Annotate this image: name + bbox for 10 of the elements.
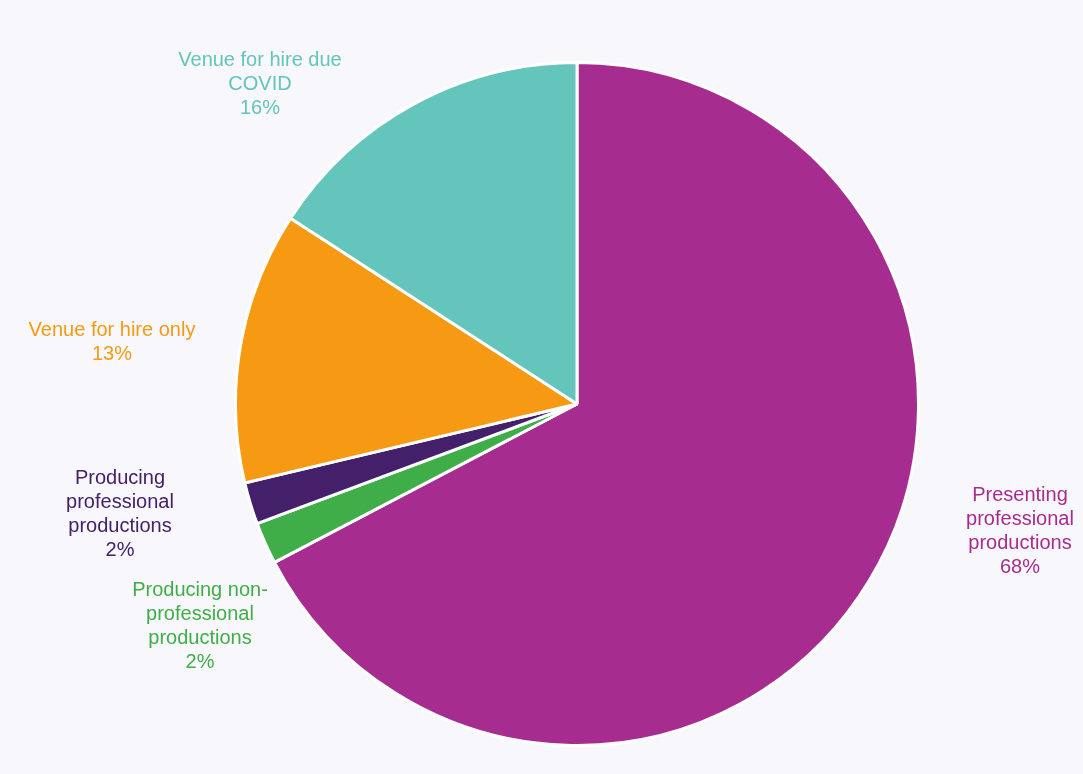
slice-label: Presenting professional productions <box>966 482 1074 553</box>
slice-label: Producing non-professional productions <box>132 577 268 648</box>
data-label: 2% <box>105 537 135 560</box>
data-label: 68% <box>999 554 1041 577</box>
data-label: 2% <box>185 649 215 672</box>
slice-label: Venue for hire only <box>28 317 196 340</box>
slice-label: Venue for hire due COVID <box>178 47 342 94</box>
slice-label: Producing professional productions <box>66 465 174 536</box>
data-label: 16% <box>239 95 281 118</box>
data-label: 13% <box>91 341 133 364</box>
